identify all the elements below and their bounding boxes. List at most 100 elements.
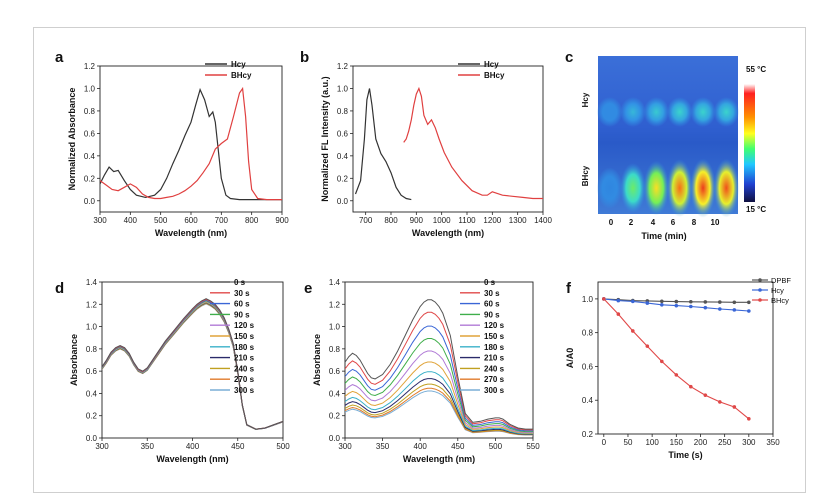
thermal-spot <box>596 167 623 209</box>
data-point <box>645 344 650 348</box>
colorbar <box>744 84 755 202</box>
x-tick-label: 900 <box>410 216 424 225</box>
legend-label: 0 s <box>234 278 246 287</box>
legend-label: 150 s <box>484 332 505 341</box>
y-axis-label: A/A0 <box>565 348 575 369</box>
x-tick-label: 1000 <box>433 216 451 225</box>
legend-label: 300 s <box>234 386 255 395</box>
legend-label: 270 s <box>234 375 255 384</box>
y-tick-label: 0.4 <box>582 396 594 405</box>
series-line-90s <box>102 300 283 430</box>
x-tick-label: 300 <box>338 442 352 451</box>
thermal-spot <box>666 97 693 127</box>
thermal-spot <box>596 97 623 127</box>
thermal-spot <box>690 97 716 127</box>
y-tick-label: 0.0 <box>84 197 96 206</box>
legend-marker <box>758 298 762 302</box>
row-label-hcy: Hcy <box>581 92 590 107</box>
data-point <box>703 305 708 310</box>
x-tick-label: 300 <box>93 216 107 225</box>
legend-label: 0 s <box>484 278 496 287</box>
y-axis-label: Absorbance <box>312 334 322 386</box>
x-tick-label: 500 <box>276 442 290 451</box>
x-tick-label: 150 <box>670 438 684 447</box>
series-line-hcy <box>354 88 412 201</box>
y-tick-label: 0.8 <box>329 345 341 354</box>
x-tick-label: 350 <box>376 442 390 451</box>
x-axis-label: Wavelength (nm) <box>155 228 227 238</box>
legend-label: BHcy <box>771 296 789 305</box>
legend-label: 180 s <box>234 343 255 352</box>
x-tick-label: 550 <box>526 442 540 451</box>
panel-label-a: a <box>55 49 64 66</box>
data-point <box>631 329 635 333</box>
data-point <box>674 373 679 377</box>
y-tick-label: 0.6 <box>86 367 98 376</box>
series-line-bhcy <box>403 86 543 200</box>
data-point <box>718 307 722 311</box>
data-point <box>732 308 737 312</box>
x-tick-label: 1100 <box>458 216 476 225</box>
y-tick-label: 1.4 <box>86 278 98 287</box>
legend-label: 30 s <box>484 289 500 298</box>
series-line-210s <box>345 378 533 435</box>
series-line-150s <box>345 361 533 434</box>
y-axis-label: Normalized FL Intensity (a.u.) <box>320 76 330 201</box>
series-line-180s <box>102 301 283 430</box>
legend-label: BHcy <box>231 71 252 80</box>
series-line-90s <box>345 338 533 433</box>
y-tick-label: 1.2 <box>84 62 96 71</box>
legend-label: 150 s <box>234 332 255 341</box>
y-tick-label: 1.4 <box>329 278 341 287</box>
x-tick-label: 350 <box>141 442 155 451</box>
x-axis-label: Time (min) <box>641 231 686 241</box>
thermal-spot <box>713 97 740 127</box>
legend-label: 300 s <box>484 386 505 395</box>
y-tick-label: 0.2 <box>337 174 349 183</box>
legend-label: Hcy <box>771 286 784 295</box>
thermal-spot <box>620 162 646 214</box>
y-tick-label: 0.2 <box>84 174 96 183</box>
series-line-0s <box>102 298 283 430</box>
data-point <box>602 297 606 301</box>
series-line-240s <box>102 302 283 430</box>
y-tick-label: 0.0 <box>337 197 349 206</box>
x-tick-label: 1200 <box>483 216 501 225</box>
thermal-spot <box>666 159 693 217</box>
legend-label: 60 s <box>484 300 500 309</box>
y-tick-label: 1.2 <box>86 300 98 309</box>
series-line-30s <box>345 311 533 431</box>
series-line-240s <box>345 383 533 435</box>
x-tick-label: 450 <box>451 442 465 451</box>
legend-label: 60 s <box>234 300 250 309</box>
x-tick-label: 4 <box>651 218 656 227</box>
data-point <box>660 303 664 307</box>
plot-frame-f <box>597 281 774 435</box>
x-tick-label: 500 <box>489 442 503 451</box>
x-tick-label: 400 <box>186 442 200 451</box>
y-tick-label: 1.0 <box>337 84 349 93</box>
legend-label: Hcy <box>231 60 246 69</box>
legend-label: 90 s <box>234 310 250 319</box>
legend-label: 210 s <box>234 354 255 363</box>
legend-label: 30 s <box>234 289 250 298</box>
legend-label: 120 s <box>484 321 505 330</box>
x-tick-label: 2 <box>629 218 634 227</box>
panel-label-c: c <box>565 49 573 66</box>
y-tick-label: 1.0 <box>84 84 96 93</box>
data-point <box>689 384 693 389</box>
series-line-60s <box>345 325 533 432</box>
plot-frame-d <box>101 281 284 439</box>
x-tick-label: 250 <box>718 438 732 447</box>
x-tick-label: 10 <box>711 218 720 227</box>
y-tick-label: 1.0 <box>329 323 341 332</box>
data-point <box>645 301 650 305</box>
legend-label: DPBF <box>771 276 791 285</box>
x-tick-label: 8 <box>692 218 697 227</box>
x-axis-label: Wavelength (nm) <box>412 228 484 238</box>
y-axis-label: Absorbance <box>69 334 79 386</box>
data-point <box>689 304 693 309</box>
x-tick-label: 450 <box>231 442 245 451</box>
x-axis-label: Wavelength (nm) <box>403 454 475 464</box>
x-tick-label: 400 <box>124 216 138 225</box>
